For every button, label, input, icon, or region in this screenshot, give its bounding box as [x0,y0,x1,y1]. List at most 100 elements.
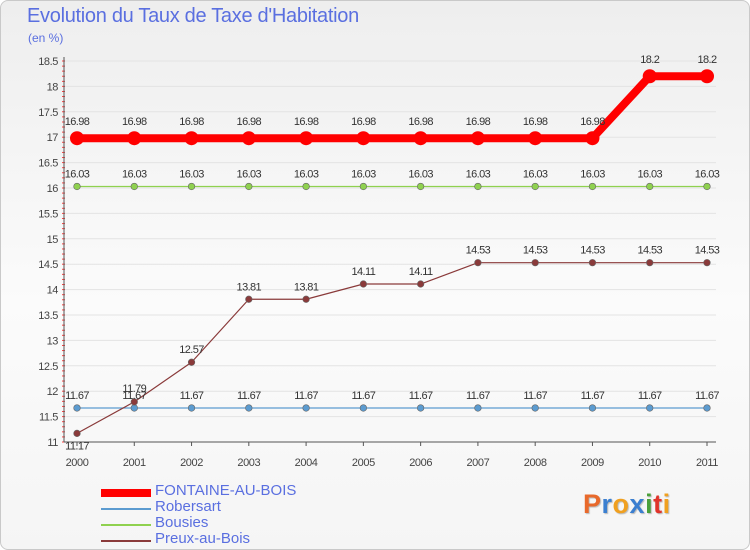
logo-letter: o [612,489,630,519]
data-label-bousies: 16.03 [237,168,262,180]
y-tick-label: 12 [47,386,59,398]
x-tick-label: 2003 [237,457,260,469]
x-tick-label: 2006 [409,457,432,469]
y-tick-label: 11 [47,437,58,449]
data-label-robersart: 11.67 [638,390,662,402]
data-point-fontaine-au-bois [70,131,84,146]
data-label-bousies: 16.03 [466,168,491,180]
logo-letter: r [601,489,613,519]
data-label-preux-au-bois: 11.79 [122,383,146,395]
data-point-preux-au-bois [531,259,539,267]
data-label-fontaine-au-bois: 18.2 [697,54,716,66]
series-line-preux-au-bois [76,262,707,434]
data-label-preux-au-bois: 13.81 [294,281,319,293]
legend-swatch [101,489,151,497]
data-point-preux-au-bois [245,295,253,303]
data-label-robersart: 11.67 [523,390,547,402]
data-label-preux-au-bois: 14.53 [580,245,605,257]
y-tick-label: 16 [47,183,59,195]
data-label-bousies: 16.03 [580,168,605,180]
data-point-preux-au-bois [73,429,81,437]
data-label-bousies: 16.03 [351,168,376,180]
data-label-robersart: 11.67 [122,390,146,402]
data-label-bousies: 16.03 [65,168,90,180]
data-point-robersart [417,404,425,412]
x-tick-label: 2011 [696,457,718,469]
data-label-bousies: 16.03 [294,168,319,180]
logo-letter: i [645,489,654,519]
logo-letter: P [583,489,602,519]
data-label-bousies: 16.03 [637,168,662,180]
data-label-bousies: 16.03 [523,168,548,180]
legend-label: Bousies [155,514,209,531]
data-point-fontaine-au-bois [642,69,657,84]
data-point-robersart [359,404,367,412]
y-tick-label: 11.5 [39,412,58,424]
legend-label: Preux-au-Bois [155,530,251,547]
data-point-bousies [474,182,482,191]
logo-letter: i [662,489,671,519]
legend-swatch [101,508,151,510]
legend-label: FONTAINE-AU-BOIS [155,482,297,499]
x-tick-label: 2008 [524,457,547,469]
data-point-preux-au-bois [187,358,196,366]
data-label-preux-au-bois: 14.11 [352,266,376,278]
data-point-fontaine-au-bois [700,69,714,84]
data-label-robersart: 11.67 [695,390,719,402]
x-tick-label: 2010 [638,457,661,469]
data-point-robersart [73,404,81,412]
data-label-fontaine-au-bois: 16.98 [294,116,319,128]
data-label-bousies: 16.03 [408,168,433,180]
data-label-bousies: 16.03 [695,168,720,180]
data-label-fontaine-au-bois: 16.98 [408,116,433,128]
data-point-fontaine-au-bois [470,131,485,146]
x-tick-label: 2004 [295,457,318,469]
data-label-preux-au-bois: 12.57 [179,344,204,356]
y-tick-label: 18 [47,81,59,93]
data-label-robersart: 11.67 [180,390,204,402]
data-point-fontaine-au-bois [585,131,600,146]
data-point-bousies [187,182,196,191]
proxiti-logo: Proxiti [583,489,671,520]
x-tick-label: 2002 [180,457,203,469]
data-label-bousies: 16.03 [179,168,204,180]
data-point-robersart [187,404,196,412]
data-point-robersart [531,404,539,412]
data-point-fontaine-au-bois [356,131,371,146]
data-point-robersart [245,404,253,412]
x-tick-label: 2005 [352,457,375,469]
data-label-bousies: 16.03 [122,168,147,180]
data-label-robersart: 11.67 [466,390,490,402]
data-point-preux-au-bois [646,259,654,267]
data-label-preux-au-bois: 14.53 [466,245,491,257]
data-label-robersart: 11.67 [237,390,261,402]
unit-label: (en %) [28,31,64,45]
data-point-bousies [73,182,81,191]
data-label-preux-au-bois: 14.11 [409,266,433,278]
data-point-fontaine-au-bois [413,131,428,146]
data-point-preux-au-bois [474,259,482,267]
data-point-bousies [417,182,425,191]
data-label-robersart: 11.67 [409,390,433,402]
y-tick-label: 13.5 [38,310,58,322]
legend-label: Robersart [155,498,221,515]
x-tick-label: 2000 [66,457,89,469]
data-label-fontaine-au-bois: 16.98 [65,116,90,128]
x-tick-label: 2001 [123,457,146,469]
data-point-bousies [245,182,253,191]
data-label-preux-au-bois: 13.81 [237,281,262,293]
y-tick-label: 17.5 [38,107,58,119]
data-label-fontaine-au-bois: 16.98 [466,116,491,128]
series-line-fontaine-au-bois [77,72,707,143]
data-label-fontaine-au-bois: 16.98 [237,116,262,128]
y-tick-label: 18.5 [38,56,58,68]
data-point-preux-au-bois [302,295,310,303]
logo-letter: t [653,489,663,519]
data-point-fontaine-au-bois [127,131,142,146]
legend-swatch [101,524,151,526]
data-label-fontaine-au-bois: 16.98 [580,116,605,128]
data-point-bousies [588,182,597,191]
x-tick-label: 2009 [581,457,604,469]
data-label-robersart: 11.67 [352,390,376,402]
data-label-fontaine-au-bois: 16.98 [351,116,376,128]
